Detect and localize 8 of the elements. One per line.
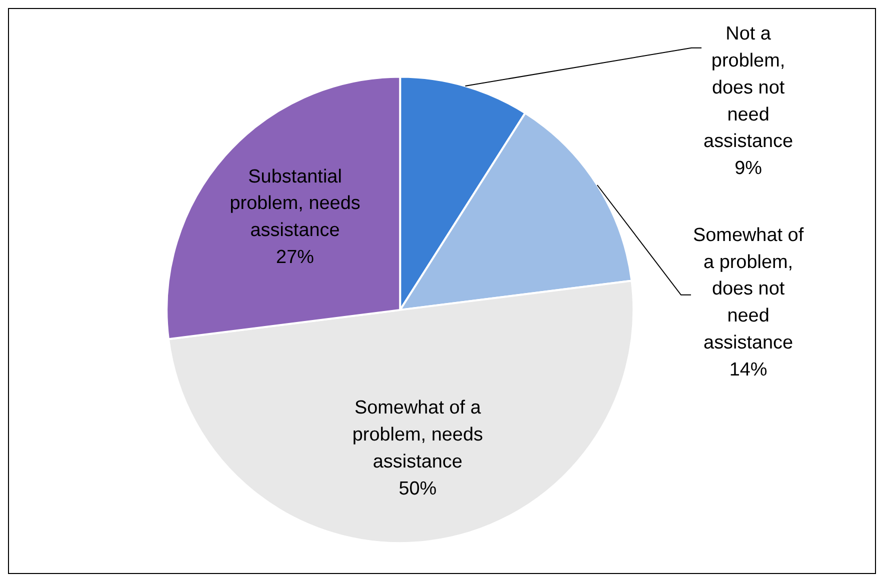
data-label: 9% (734, 158, 762, 180)
slice-label: Somewhat of a problem, needs assistance (352, 398, 483, 472)
data-label: 14% (729, 359, 768, 380)
slice-label: Not a problem, does not need assistance (704, 24, 794, 152)
data-label: 50% (398, 478, 437, 500)
slice-label: Somewhat of a problem, does not need assistance (692, 224, 804, 354)
slice-label: Substantial problem, needs assistance (230, 166, 360, 242)
data-label: 27% (276, 246, 314, 268)
